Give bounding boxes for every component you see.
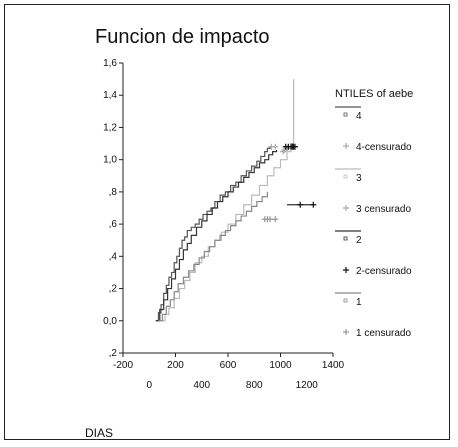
legend-swatch-square bbox=[343, 174, 348, 179]
chart-svg: Funcion de impacto ,2 0,0 ,2 ,4 ,6 ,8 1,0 1,2 1,… bbox=[85, 26, 413, 440]
censor-marker bbox=[267, 216, 273, 223]
y-tick-label: 1,6 bbox=[103, 58, 117, 69]
legend-item: 4-censurado bbox=[343, 142, 412, 153]
legend-swatch-cross bbox=[343, 267, 349, 273]
legend-swatch-square bbox=[343, 298, 348, 303]
y-tick-label: ,6 bbox=[109, 219, 118, 230]
legend-label: 2-censurado bbox=[356, 266, 412, 277]
y-tick-label: ,4 bbox=[109, 251, 118, 262]
censor-marker bbox=[272, 216, 279, 223]
legend-item: 3 bbox=[335, 168, 362, 184]
series-line-2 bbox=[155, 150, 278, 322]
legend-title: NTILES of aebe bbox=[335, 88, 413, 100]
y-tick-label: ,8 bbox=[109, 187, 118, 198]
legend-item: 2 bbox=[335, 230, 362, 246]
chart-title: Funcion de impacto bbox=[95, 26, 270, 48]
legend-item: 4 bbox=[335, 106, 362, 122]
legend-label: 2 bbox=[356, 235, 362, 246]
plot-area bbox=[155, 79, 317, 322]
x-tick-label-row2: 0 bbox=[146, 380, 152, 391]
y-tick-label: 1,0 bbox=[103, 155, 117, 166]
axes: ,2 0,0 ,2 ,4 ,6 ,8 1,0 1,2 1,4 1,6 -200 200 600 1000 1… bbox=[103, 58, 344, 391]
y-tick-label: 1,4 bbox=[103, 90, 117, 101]
x-tick-label: 1400 bbox=[322, 360, 345, 371]
series-line-3 bbox=[161, 79, 295, 322]
legend-swatch-square bbox=[343, 112, 348, 117]
series-line-1 bbox=[158, 191, 268, 322]
legend-swatch-square bbox=[343, 236, 348, 241]
y-tick-label: 0,0 bbox=[103, 316, 117, 327]
censor-marker bbox=[297, 201, 304, 208]
legend-item: 2-censurado bbox=[343, 266, 412, 277]
x-axis-label: DIAS bbox=[85, 426, 113, 440]
x-tick-label-row2: 400 bbox=[193, 380, 210, 391]
censor-marker bbox=[310, 201, 317, 208]
legend-swatch-cross bbox=[343, 329, 349, 335]
censor-marker bbox=[272, 143, 279, 150]
x-tick-label: 600 bbox=[220, 360, 237, 371]
series-line-4 bbox=[155, 146, 271, 322]
x-tick-label: -200 bbox=[113, 360, 133, 371]
y-tick-label: ,2 bbox=[109, 284, 118, 295]
x-tick-label-row2: 800 bbox=[246, 380, 263, 391]
legend-swatch-cross bbox=[343, 143, 349, 149]
legend-item: 3 censurado bbox=[343, 204, 411, 215]
legend-label: 1 censurado bbox=[356, 328, 411, 339]
legend: NTILES of aebe 4 4-censurado 3 3 censurado 2 2… bbox=[335, 88, 413, 339]
x-tick-label: 1000 bbox=[269, 360, 292, 371]
legend-item: 1 censurado bbox=[343, 328, 411, 339]
y-tick-label: 1,2 bbox=[103, 122, 117, 133]
x-tick-label-row2: 1200 bbox=[296, 380, 319, 391]
legend-item: 1 bbox=[335, 292, 362, 308]
legend-label: 4-censurado bbox=[356, 142, 412, 153]
legend-label: 1 bbox=[356, 297, 362, 308]
y-tick-label: ,2 bbox=[109, 348, 118, 359]
legend-label: 3 censurado bbox=[356, 204, 411, 215]
chart-frame: Funcion de impacto ,2 0,0 ,2 ,4 ,6 ,8 1,0 1,2 1,… bbox=[4, 4, 450, 440]
legend-swatch-cross bbox=[343, 205, 349, 211]
legend-label: 4 bbox=[356, 111, 362, 122]
x-tick-label: 200 bbox=[167, 360, 184, 371]
legend-label: 3 bbox=[356, 173, 362, 184]
censor-marker bbox=[291, 143, 298, 150]
